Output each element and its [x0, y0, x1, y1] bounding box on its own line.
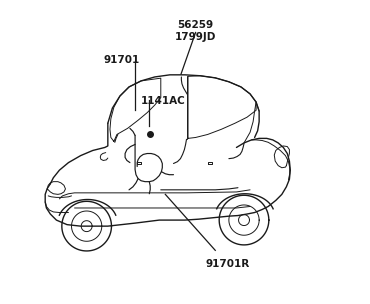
Text: 91701: 91701 [103, 55, 139, 65]
Text: 56259
1799JD: 56259 1799JD [175, 20, 216, 42]
Text: 1141AC: 1141AC [141, 96, 186, 106]
Text: 91701R: 91701R [205, 259, 249, 269]
